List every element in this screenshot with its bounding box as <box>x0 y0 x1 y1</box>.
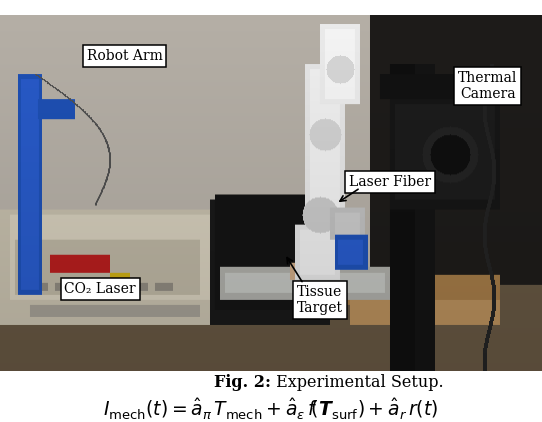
Text: Experimental Setup.: Experimental Setup. <box>271 374 443 391</box>
Text: Laser Fiber: Laser Fiber <box>349 176 431 189</box>
Text: Thermal
Camera: Thermal Camera <box>458 71 518 101</box>
Text: Fig. 2:: Fig. 2: <box>214 374 271 391</box>
Text: Tissue
Target: Tissue Target <box>297 285 343 315</box>
Text: $I_{\rm mech}(t) = \hat{a}_{\pi}\,T_{\rm mech} + \hat{a}_{\epsilon}\,f\!\left(\b: $I_{\rm mech}(t) = \hat{a}_{\pi}\,T_{\rm… <box>104 397 438 422</box>
Text: CO₂ Laser: CO₂ Laser <box>64 282 136 296</box>
Text: Robot Arm: Robot Arm <box>87 49 163 63</box>
